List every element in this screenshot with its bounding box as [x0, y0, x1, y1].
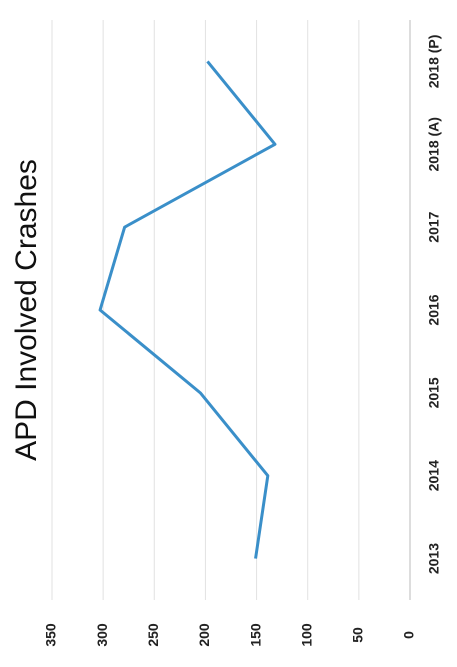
y-tick-label: 150	[247, 623, 263, 647]
data-line	[98, 60, 277, 559]
x-tick-label: 2014	[426, 460, 442, 491]
x-tick-label: 2018 (A)	[426, 117, 442, 171]
x-tick-label: 2013	[426, 543, 442, 574]
y-tick-label: 300	[94, 623, 110, 647]
x-tick-label: 2015	[426, 377, 442, 408]
y-tick-label: 200	[196, 623, 212, 647]
x-tick-label: 2018 (P)	[426, 35, 442, 89]
y-tick-label: 100	[298, 623, 314, 647]
y-tick-label: 250	[145, 623, 161, 647]
x-tick-label: 2017	[426, 211, 442, 242]
chart-title: APD Involved Crashes	[10, 159, 43, 461]
y-tick-label: 50	[350, 627, 366, 643]
y-tick-label: 350	[43, 623, 59, 647]
y-tick-label: 0	[401, 631, 417, 639]
x-tick-label: 2016	[426, 294, 442, 325]
